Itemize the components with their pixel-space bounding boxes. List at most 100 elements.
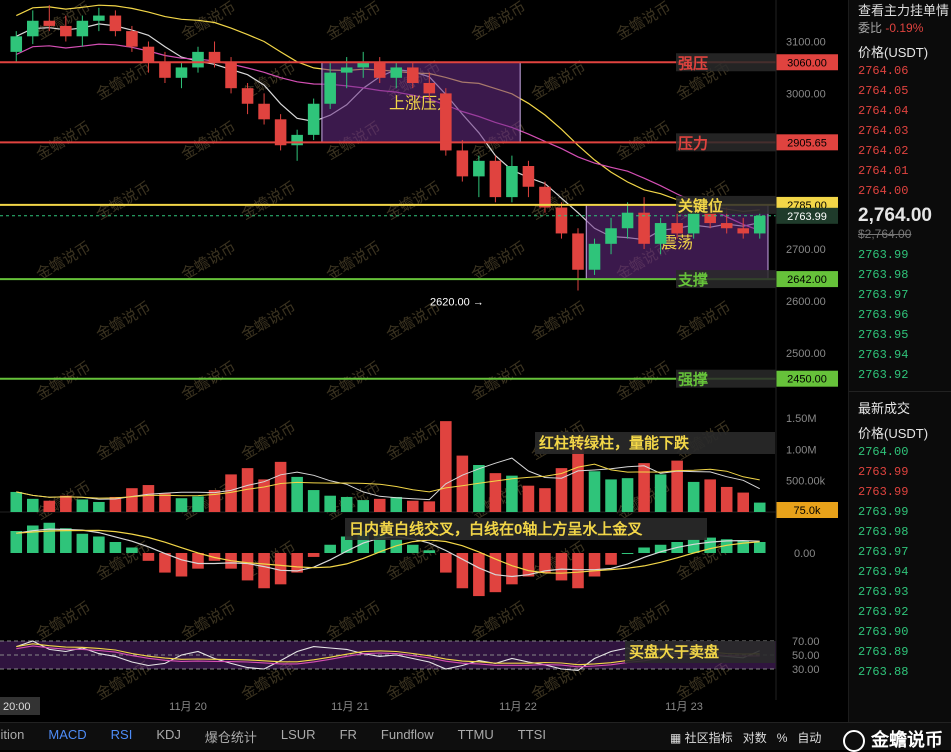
watermark-text: 金蟾说币 <box>239 419 299 464</box>
macd-bar <box>720 539 733 553</box>
latest-trades-title[interactable]: 最新成交 <box>858 401 911 416</box>
macd-bar <box>737 540 749 553</box>
indicator-tab-ttmu[interactable]: TTMU <box>457 727 494 742</box>
watermark-text: 金蟾说币 <box>34 599 94 644</box>
price-tick-label: 2500.00 <box>786 348 826 360</box>
indicator-tab-rsi[interactable]: RSI <box>110 727 133 742</box>
ask-row[interactable]: 2764.06 <box>858 64 909 78</box>
watermark-text: 金蟾说币 <box>239 179 299 224</box>
bid-row[interactable]: 2763.95 <box>858 328 909 342</box>
volume-bar <box>407 500 419 512</box>
annotation-bg <box>535 432 775 454</box>
volume-tag-value: 75.0k <box>794 505 821 517</box>
level-tag <box>776 134 838 151</box>
ask-row[interactable]: 2764.05 <box>858 84 909 98</box>
indicator-tab-sition[interactable]: sition <box>0 727 25 742</box>
price-tick-label: 3000.00 <box>786 88 826 100</box>
bid-row[interactable]: 2763.97 <box>858 288 909 302</box>
mid-price: 2,764.00 $2,764.00 <box>858 205 932 241</box>
volume-bar <box>373 498 386 512</box>
indicator-tab-爆仓统计[interactable]: 爆仓统计 <box>204 730 257 745</box>
candle-body <box>423 83 436 94</box>
order-book-title[interactable]: 查看主力挂单情 <box>858 3 950 18</box>
watermark-text: 金蟾说币 <box>94 419 154 464</box>
watermark-text: 金蟾说币 <box>34 359 94 404</box>
level-label: 强撑 <box>678 371 708 389</box>
candle-body <box>43 20 56 26</box>
volume-bar <box>539 488 551 512</box>
level-label-bg <box>676 270 776 289</box>
level-tag <box>776 271 838 288</box>
bid-row[interactable]: 2763.96 <box>858 308 909 322</box>
watermark-text: 金蟾说币 <box>529 59 589 104</box>
community-indicators-tab[interactable]: ▦ 社区指标 对数 % 自动 <box>670 731 822 745</box>
volume-bar <box>440 421 452 512</box>
watermark-text: 金蟾说币 <box>614 119 674 164</box>
volume-bar <box>241 468 254 512</box>
indicator-tab-kdj[interactable]: KDJ <box>156 727 181 742</box>
trading-chart[interactable]: 金蟾说币 金蟾说币 金蟾说币 金蟾说币 金蟾说币 金蟾说币 金蟾说币 金蟾说币 金蟾说币 金蟾说币… <box>0 0 840 722</box>
macd-bar <box>440 553 452 573</box>
macd-bar <box>373 533 386 553</box>
watermark-text: 金蟾说币 <box>384 179 444 224</box>
watermark-text: 金蟾说币 <box>384 419 444 464</box>
trades-price-header: 价格(USDT) <box>858 426 929 441</box>
watermark-text: 金蟾说币 <box>239 299 299 344</box>
trade-row: 2763.89 <box>858 645 909 659</box>
rsi-tick-label: 50.00 <box>792 650 820 662</box>
volume-bar <box>307 490 320 512</box>
macd-bar <box>588 553 601 577</box>
macd-bar <box>159 553 171 573</box>
ask-row[interactable]: 2764.03 <box>858 124 909 138</box>
macd-bar <box>506 553 518 585</box>
volume-ma-line <box>16 457 760 501</box>
rsi-tick-label: 70.00 <box>792 636 820 648</box>
indicator-tab-ttsi[interactable]: TTSI <box>517 727 546 742</box>
volume-bar <box>76 499 89 512</box>
volume-bar <box>572 436 584 512</box>
volume-bar <box>10 491 23 512</box>
indicator-tab-fundflow[interactable]: Fundflow <box>380 727 434 742</box>
candle-body <box>737 228 749 234</box>
indicator-tab-fr[interactable]: FR <box>339 727 357 742</box>
volume-bar <box>687 481 700 512</box>
watermark-text: 金蟾说币 <box>94 299 154 344</box>
bid-row[interactable]: 2763.99 <box>858 248 909 262</box>
annotation-bg <box>625 641 775 663</box>
price-axis: 3100.00 3000.00 2700.00 2600.00 2500.00 1.50M… <box>775 0 826 700</box>
bid-row[interactable]: 2763.94 <box>858 348 909 362</box>
macd-bar <box>522 553 535 577</box>
volume-bar <box>753 502 766 512</box>
trade-row: 2763.88 <box>858 665 909 679</box>
watermark-text: 金蟾说币 <box>324 239 384 284</box>
indicator-tab-macd[interactable]: MACD <box>48 727 87 742</box>
watermark-text: 金蟾说币 <box>469 239 529 284</box>
volume-bar <box>159 493 171 512</box>
level-label: 支撑 <box>677 271 708 289</box>
volume-bar <box>225 474 237 512</box>
low-price-marker: 2620.00 → <box>430 297 484 309</box>
level-label-bg <box>676 133 776 152</box>
ask-row[interactable]: 2764.01 <box>858 164 909 178</box>
level-value: 2642.00 <box>787 274 827 286</box>
macd-bar <box>324 544 336 553</box>
bid-row[interactable]: 2763.98 <box>858 268 909 282</box>
time-tick-label: 11月 21 <box>331 701 369 713</box>
volume-bar <box>291 476 303 512</box>
annotation-bg <box>345 518 707 540</box>
candle-body <box>27 20 39 37</box>
ask-row[interactable]: 2764.02 <box>858 144 909 158</box>
candle-body <box>489 160 502 198</box>
ask-row[interactable]: 2764.00 <box>858 184 909 198</box>
macd-bar <box>621 553 634 554</box>
candle-body <box>572 233 584 270</box>
indicator-tab-lsur[interactable]: LSUR <box>280 727 316 742</box>
watermark-text: 金蟾说币 <box>179 359 239 404</box>
bid-row[interactable]: 2763.92 <box>858 368 909 382</box>
candle-body <box>638 212 650 244</box>
volume-tag <box>776 502 838 518</box>
candle-body <box>159 62 171 78</box>
ask-row[interactable]: 2764.04 <box>858 104 909 118</box>
